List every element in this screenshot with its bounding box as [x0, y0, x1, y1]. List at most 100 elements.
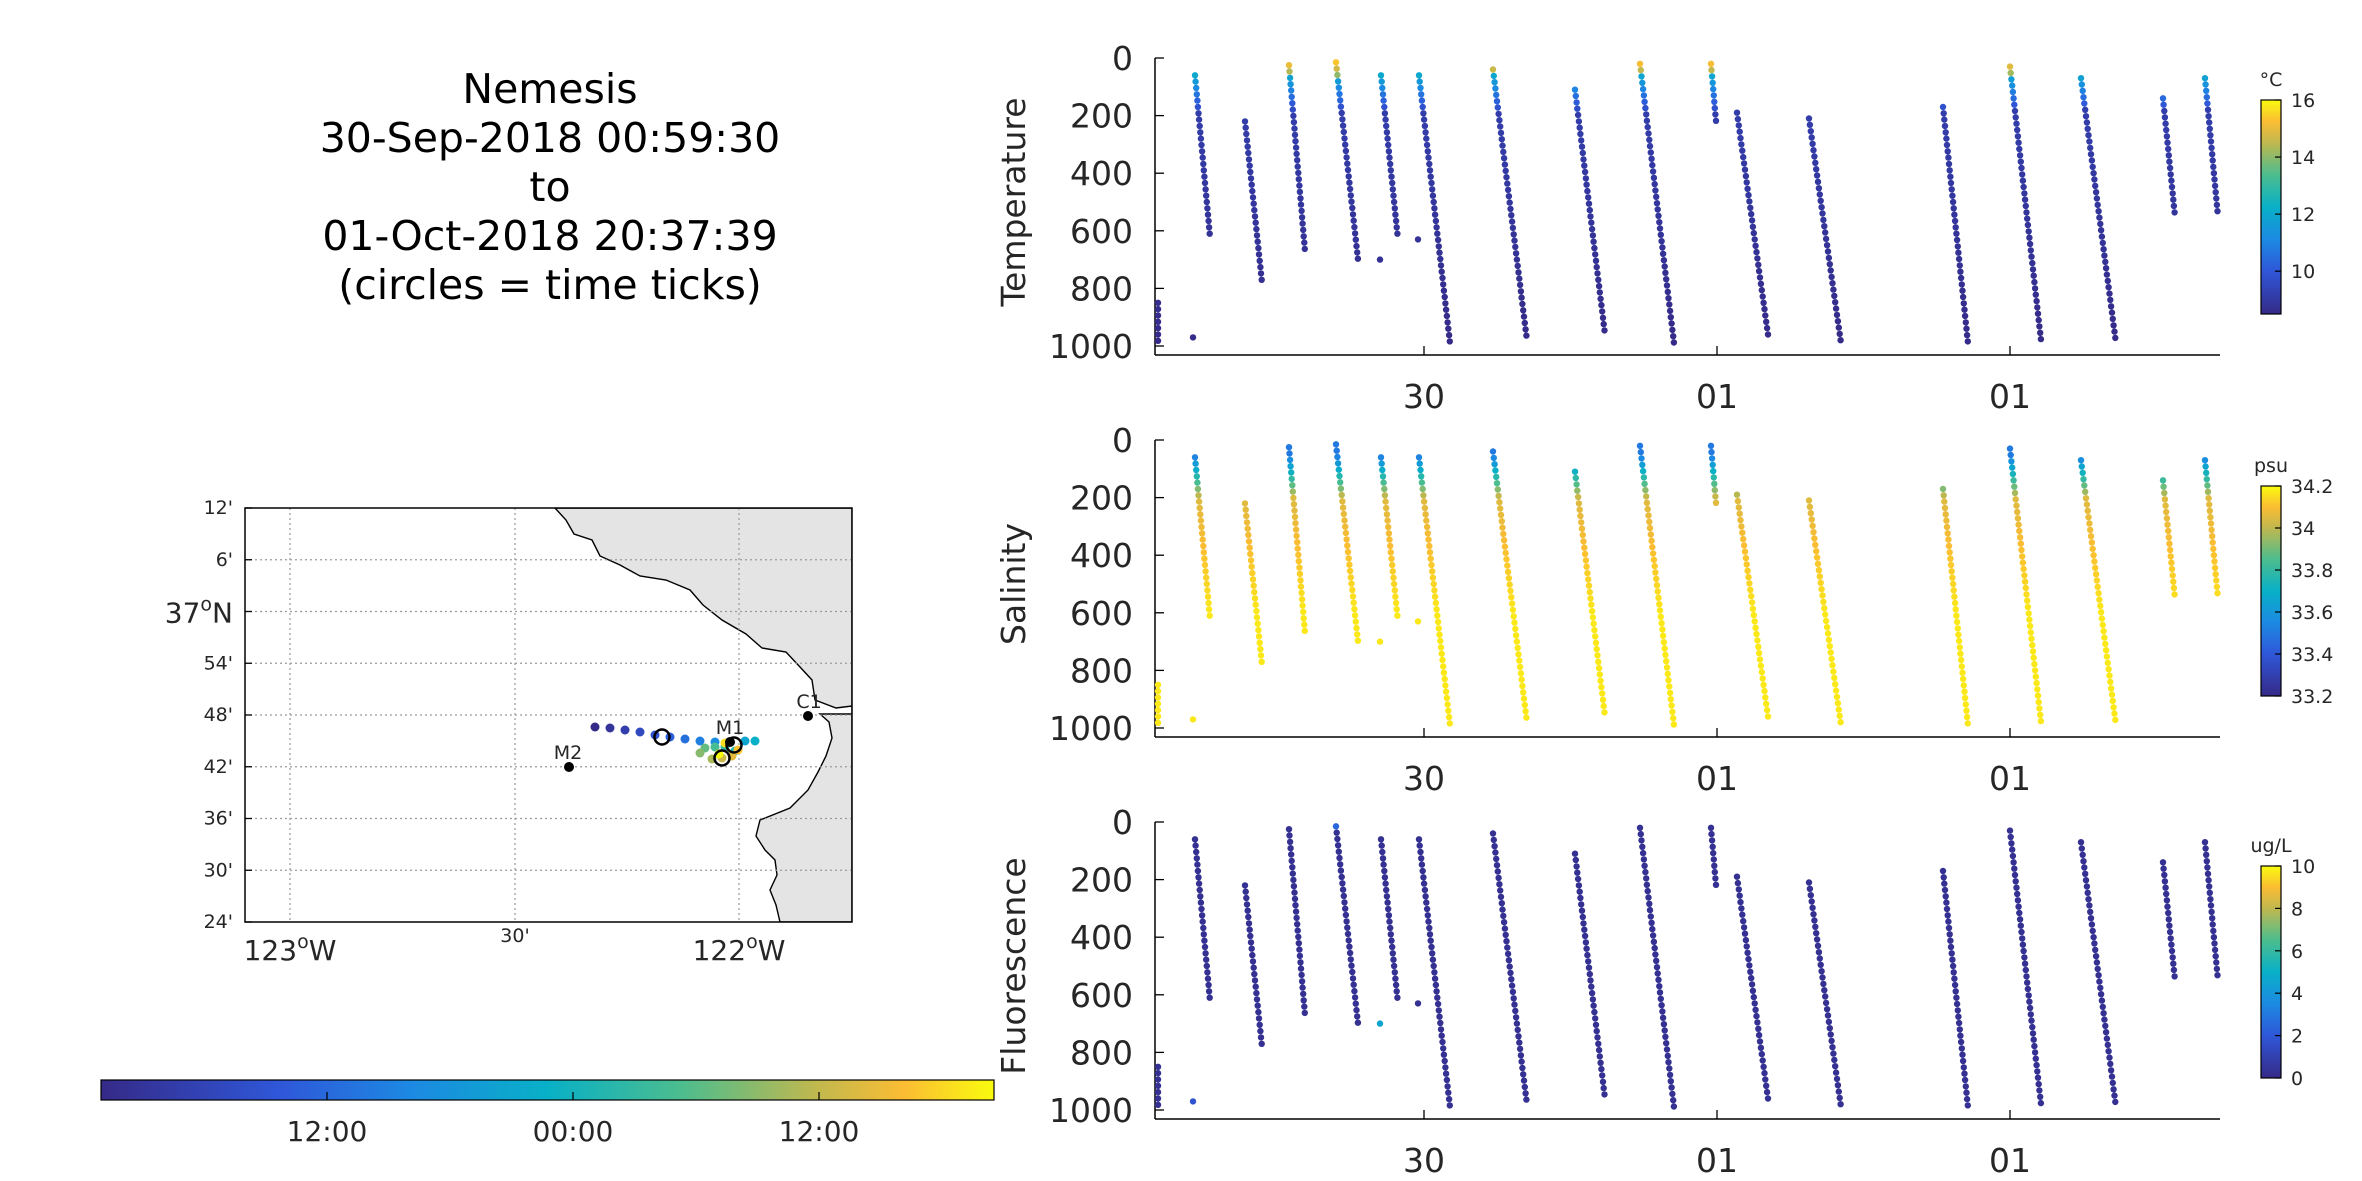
profile-point [1581, 932, 1589, 940]
profile-point [1950, 969, 1957, 976]
profile-point [1594, 1034, 1601, 1041]
profile-point [1646, 136, 1653, 143]
profile-point [1288, 469, 1295, 476]
profile-point [1392, 593, 1399, 600]
profile-point [1735, 886, 1743, 893]
profile-point [2092, 189, 2100, 196]
profile-point [1943, 135, 1950, 142]
profile-point [2203, 858, 2210, 865]
profile-point [1514, 1026, 1521, 1034]
profile-point [1749, 223, 1757, 230]
y-tick-label: 400 [1070, 536, 1133, 575]
glider-track [590, 722, 760, 767]
profile-point [1954, 243, 1962, 250]
profile-point [1665, 1059, 1672, 1066]
profile-point [1737, 516, 1744, 524]
profile-point [1748, 974, 1755, 982]
profile-point [1298, 978, 1306, 985]
profile-point [1333, 447, 1340, 454]
profile-point [1350, 981, 1357, 988]
profile-point [1503, 938, 1510, 945]
profile-point [1571, 850, 1579, 857]
profile-point [2108, 309, 2116, 316]
profile-point [1636, 60, 1644, 67]
profile-point [1712, 875, 1719, 882]
profile-point [1663, 664, 1671, 671]
profile-point [1504, 568, 1512, 576]
profile-point [1957, 268, 1964, 275]
profile-point [1380, 479, 1387, 486]
profile-point [1441, 1057, 1448, 1065]
profile-point [1425, 154, 1432, 161]
profile-point [1736, 510, 1743, 517]
profile-point [1442, 682, 1449, 689]
profile-point [1649, 550, 1657, 557]
profile-point [1387, 931, 1395, 938]
profile-point [1444, 319, 1451, 326]
profile-point [1830, 286, 1837, 293]
profile-point [1954, 1007, 1962, 1014]
profile-point [1337, 485, 1345, 492]
profile-point [1379, 466, 1386, 474]
profile-point [1444, 701, 1451, 708]
profile-point [1204, 211, 1212, 218]
profile-point [1519, 1064, 1526, 1072]
profile-point [1446, 1102, 1454, 1109]
profile-point [1387, 924, 1394, 932]
profile-point [2097, 220, 2104, 228]
profile-point [1154, 1101, 1162, 1109]
profile-point [2209, 915, 2216, 922]
profile-point [1154, 706, 1162, 714]
profile-point [1197, 517, 1205, 524]
profile-point [2087, 144, 2094, 152]
profile-point [1247, 557, 1255, 564]
profile-point [2208, 908, 2215, 916]
profile-point [1497, 123, 1504, 130]
profile-point [1664, 288, 1672, 296]
profile-point [1822, 617, 1830, 625]
profile-point [1295, 169, 1302, 177]
profile-point [1595, 276, 1602, 283]
profile-point [1572, 474, 1580, 482]
profile-point [1290, 883, 1298, 890]
profile-point [1419, 103, 1426, 111]
profile-point [1445, 1095, 1453, 1103]
profile-point [1286, 68, 1293, 75]
colorbar-tick-label: 0 [2291, 1068, 2303, 1090]
profile-point [1670, 339, 1678, 346]
profile-point [1819, 210, 1826, 217]
colorbar-tick-label: 10 [2291, 856, 2315, 878]
profile-point [1662, 269, 1669, 276]
profile-point [1666, 301, 1673, 308]
profile-point [1712, 117, 1720, 125]
profile-point [1654, 588, 1661, 595]
profile-point [2211, 564, 2219, 572]
profile-point [1502, 931, 1509, 939]
profile-point [2106, 1054, 2113, 1061]
profile-point [2033, 679, 2040, 687]
profile-point [1957, 1032, 1964, 1039]
profile-point [2016, 534, 2024, 541]
track-point [635, 727, 645, 737]
profile-point [1354, 1013, 1361, 1020]
profile-point [1763, 1088, 1771, 1096]
profile-point [1832, 1063, 1839, 1070]
profile-point [1255, 633, 1263, 640]
track-point [590, 722, 600, 732]
profile-point [1491, 461, 1498, 468]
map-grid [245, 508, 852, 922]
profile-point [1437, 262, 1445, 269]
profile-point [1521, 701, 1529, 709]
track-point [695, 736, 705, 746]
profile-point [1510, 995, 1517, 1002]
profile-point [1809, 522, 1816, 529]
profile-point [1493, 480, 1501, 487]
profile-point [2008, 840, 2015, 847]
profile-point [1572, 92, 1580, 100]
profile-point [2163, 897, 2171, 904]
profile-point [1446, 720, 1454, 727]
profile-point [1431, 205, 1438, 212]
profile-point [1758, 1050, 1766, 1058]
profile-point [1418, 91, 1425, 98]
